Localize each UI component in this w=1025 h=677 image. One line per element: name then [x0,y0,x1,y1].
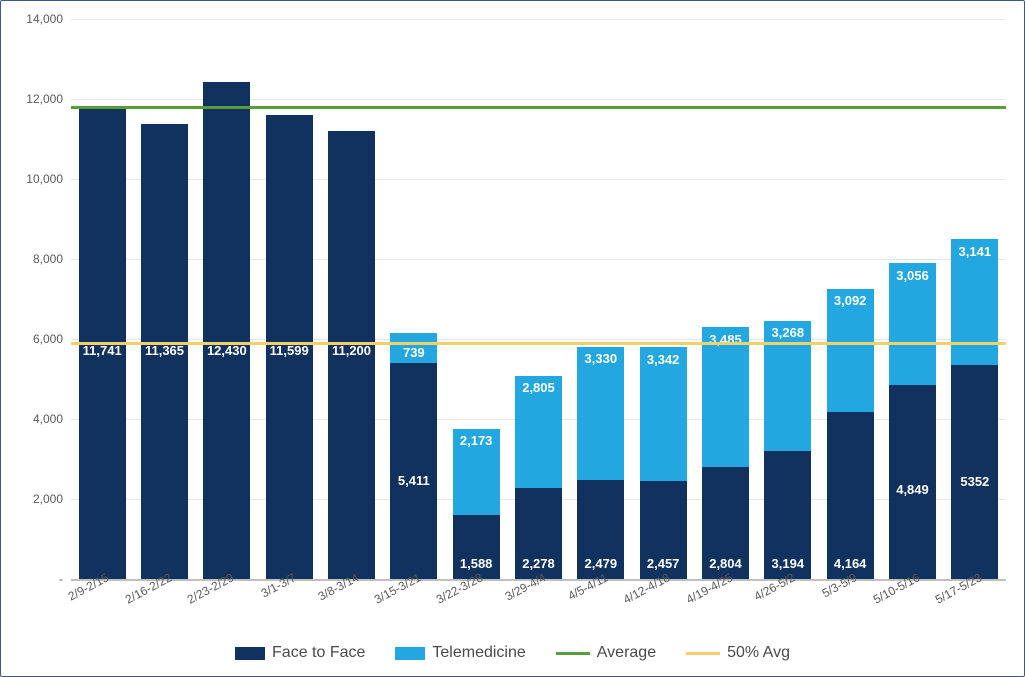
bar-label-face-to-face: 12,430 [203,344,250,358]
bar-label-face-to-face: 2,804 [702,557,749,571]
average-line [71,106,1006,109]
bar-label-face-to-face: 4,849 [889,483,936,497]
bar-telemedicine [702,327,749,466]
bar-label-telemedicine: 3,141 [951,245,998,259]
bar-face-to-face [390,363,437,579]
legend-swatch [395,647,425,660]
bar-group: 2,479 3,330 [577,19,624,579]
bar-group: 11,365 [141,19,188,579]
legend-item: Average [556,644,656,662]
bar-label-face-to-face: 11,599 [266,344,313,358]
y-tick-label: 2,000 [33,492,63,506]
bar-group: 2,278 2,805 [515,19,562,579]
bar-face-to-face [951,365,998,579]
bar-group: 12,430 [203,19,250,579]
legend-line-marker [686,652,720,655]
bar-label-face-to-face: 2,457 [640,557,687,571]
bar-label-telemedicine: 3,056 [889,269,936,283]
bar-group: 5352 3,141 [951,19,998,579]
y-tick-label: 10,000 [26,172,63,186]
legend-label: 50% Avg [727,644,790,662]
bar-face-to-face [827,412,874,579]
bar-group: 3,194 3,268 [764,19,811,579]
legend-swatch [235,647,265,660]
bar-group: 4,164 3,092 [827,19,874,579]
bar-group: 5,411 739 [390,19,437,579]
plot-area: 11,741 11,365 12,430 11,599 11,200 5,411 739 1,… [71,19,1006,579]
y-axis: -2,0004,0006,0008,00010,00012,00014,000 [1,19,71,579]
bar-label-face-to-face: 4,164 [827,557,874,571]
bar-label-telemedicine: 2,805 [515,381,562,395]
bar-label-face-to-face: 11,365 [141,344,188,358]
bar-label-face-to-face: 2,278 [515,557,562,571]
y-tick-label: 4,000 [33,412,63,426]
y-tick-label: - [59,572,63,586]
bar-label-face-to-face: 1,588 [453,557,500,571]
x-axis: 2/9-2/152/16-2/222/23-2/293/1-3/73/8-3/1… [71,580,1006,620]
bar-label-face-to-face: 5352 [951,475,998,489]
y-tick-label: 6,000 [33,332,63,346]
bar-group: 4,849 3,056 [889,19,936,579]
bar-label-face-to-face: 11,200 [328,344,375,358]
bar-label-face-to-face: 3,194 [764,557,811,571]
bar-group: 2,457 3,342 [640,19,687,579]
legend-label: Face to Face [272,644,365,662]
y-tick-label: 14,000 [26,12,63,26]
y-tick-label: 12,000 [26,92,63,106]
chart-container: -2,0004,0006,0008,00010,00012,00014,000 … [0,0,1025,677]
bar-label-face-to-face: 5,411 [390,474,437,488]
bar-label-telemedicine: 2,173 [453,434,500,448]
bar-label-telemedicine: 739 [390,346,437,360]
bar-label-telemedicine: 3,342 [640,353,687,367]
fifty-pct-avg-line [71,342,1006,345]
bar-group: 11,599 [266,19,313,579]
bar-group: 1,588 2,173 [453,19,500,579]
bar-label-telemedicine: 3,485 [702,333,749,347]
y-tick-label: 8,000 [33,252,63,266]
bar-group: 2,804 3,485 [702,19,749,579]
bar-label-telemedicine: 3,330 [577,352,624,366]
bar-label-telemedicine: 3,268 [764,326,811,340]
bar-label-telemedicine: 3,092 [827,294,874,308]
bar-group: 11,741 [79,19,126,579]
bar-label-face-to-face: 2,479 [577,557,624,571]
legend: Face to Face Telemedicine Average 50% Avg [1,644,1024,662]
bar-telemedicine [640,347,687,481]
legend-item: 50% Avg [686,644,790,662]
bar-face-to-face [203,82,250,579]
bar-label-face-to-face: 11,741 [79,344,126,358]
bar-group: 11,200 [328,19,375,579]
legend-item: Telemedicine [395,644,525,662]
legend-item: Face to Face [235,644,365,662]
legend-label: Telemedicine [432,644,525,662]
legend-line-marker [556,652,590,655]
legend-label: Average [597,644,656,662]
